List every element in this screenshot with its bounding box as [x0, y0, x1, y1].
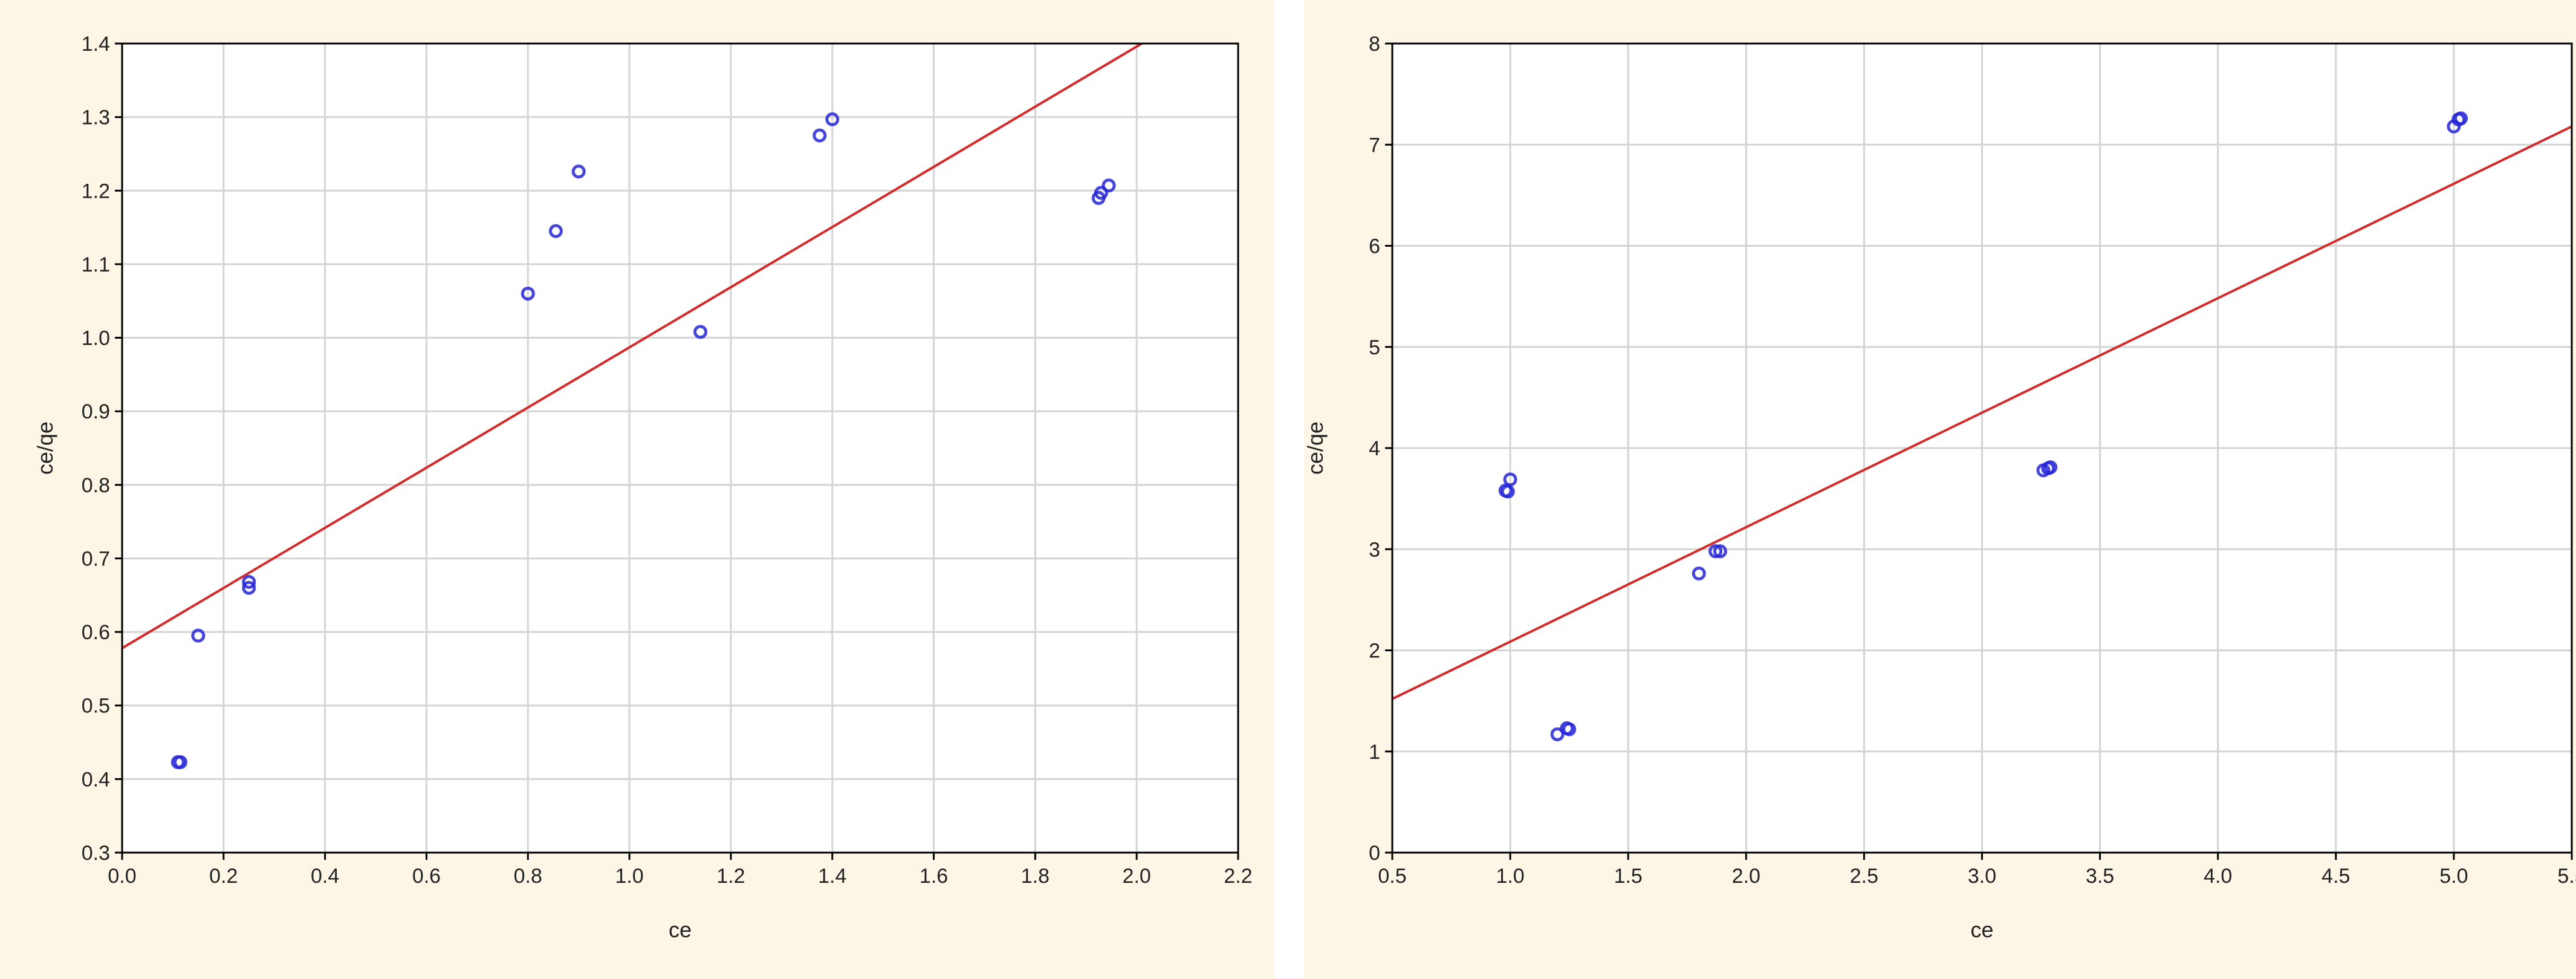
y-tick-label: 4: [1369, 437, 1380, 460]
y-axis-title: ce/qe: [1304, 421, 1328, 475]
plot-frame: [121, 42, 1239, 854]
x-tick-label: 5.0: [2439, 865, 2468, 888]
x-tick-label: 2.2: [1224, 865, 1252, 888]
chart-panel-right: 0.5 1.0 1.5 2.0 2.5 3.0 3.5 4.0 4.5 5.0 5.5 0 1 2 3 4 5 6…: [1304, 0, 2576, 979]
data-point: [1101, 178, 1116, 193]
data-point: [1562, 722, 1577, 737]
axis-ticks: 0.5 1.0 1.5 2.0 2.5 3.0 3.5 4.0 4.5 5.0 5.5 0 1 2 3 4 5 6…: [1369, 33, 2576, 888]
plot-area: [122, 44, 1238, 853]
x-tick-label: 1.4: [818, 865, 846, 888]
data-points: [170, 112, 1116, 769]
y-tick-label: 0.6: [82, 621, 110, 644]
fit-line: [1392, 125, 2572, 700]
y-tick-label: 0.5: [82, 695, 110, 718]
data-point: [1501, 484, 1515, 499]
x-axis-title: ce: [1970, 917, 1993, 942]
x-tick-label: 1.2: [716, 865, 745, 888]
x-tick-label: 0.0: [108, 865, 136, 888]
data-point: [1503, 472, 1517, 487]
data-point: [1692, 566, 1706, 581]
x-tick-label: 2.0: [1732, 865, 1760, 888]
y-tick-label: 0.8: [82, 474, 110, 497]
scatter-chart-right: 0.5 1.0 1.5 2.0 2.5 3.0 3.5 4.0 4.5 5.0 5.5 0 1 2 3 4 5 6…: [1304, 33, 2576, 942]
x-tick-label: 1.5: [1614, 865, 1643, 888]
data-point: [1708, 544, 1723, 559]
data-point: [571, 164, 586, 179]
x-tick-label: 0.6: [412, 865, 441, 888]
y-tick-label: 1.1: [82, 253, 110, 276]
y-tick-label: 1.3: [82, 106, 110, 129]
axis-ticks: 0.0 0.2 0.4 0.6 0.8 1.0 1.2 1.4 1.6 1.8 2.0 2.2 0.3 0…: [82, 33, 1253, 888]
data-point: [191, 628, 206, 643]
y-axis-title: ce/qe: [33, 421, 57, 475]
data-point: [693, 325, 708, 339]
data-point: [521, 287, 535, 301]
x-tick-label: 1.0: [615, 865, 643, 888]
data-points: [1498, 111, 2468, 741]
y-tick-label: 0.7: [82, 547, 110, 570]
data-point: [825, 112, 840, 126]
x-tick-label: 3.5: [2086, 865, 2114, 888]
data-point: [1713, 544, 1727, 559]
data-point: [1550, 727, 1565, 741]
y-tick-label: 1.0: [82, 327, 110, 350]
scatter-chart-left: 0.0 0.2 0.4 0.6 0.8 1.0 1.2 1.4 1.6 1.8 2.0 2.2 0.3 0…: [33, 33, 1253, 942]
data-point: [242, 581, 256, 595]
y-tick-label: 0.9: [82, 400, 110, 423]
y-tick-label: 1: [1369, 741, 1380, 764]
x-tick-label: 5.5: [2557, 865, 2576, 888]
data-point: [2454, 111, 2468, 126]
x-tick-label: 4.0: [2204, 865, 2232, 888]
x-tick-label: 1.0: [1496, 865, 1524, 888]
chart-panel-left: 0.0 0.2 0.4 0.6 0.8 1.0 1.2 1.4 1.6 1.8 2.0 2.2 0.3 0…: [0, 0, 1274, 979]
data-point: [813, 128, 827, 143]
y-tick-label: 0.4: [82, 768, 110, 791]
y-tick-label: 5: [1369, 336, 1380, 359]
y-tick-label: 8: [1369, 33, 1380, 56]
y-tick-label: 0.3: [82, 842, 110, 865]
y-tick-label: 7: [1369, 134, 1380, 157]
data-point: [242, 574, 256, 589]
x-tick-label: 0.2: [209, 865, 238, 888]
y-tick-label: 1.2: [82, 180, 110, 203]
y-tick-label: 0: [1369, 842, 1380, 865]
data-point: [2043, 460, 2058, 475]
data-point: [173, 755, 187, 769]
x-tick-label: 3.0: [1968, 865, 1996, 888]
data-point: [548, 224, 563, 238]
x-tick-label: 1.6: [920, 865, 948, 888]
y-tick-label: 2: [1369, 640, 1380, 663]
x-tick-label: 0.4: [311, 865, 339, 888]
x-tick-label: 2.5: [1850, 865, 1878, 888]
x-tick-label: 0.5: [1378, 865, 1406, 888]
data-point: [1094, 186, 1108, 200]
x-axis-title: ce: [669, 917, 692, 942]
x-tick-label: 4.5: [2321, 865, 2350, 888]
x-tick-label: 2.0: [1123, 865, 1151, 888]
x-tick-label: 0.8: [514, 865, 542, 888]
fit-line: [122, 44, 1143, 649]
y-tick-label: 1.4: [82, 33, 110, 56]
x-tick-label: 1.8: [1021, 865, 1050, 888]
y-tick-label: 3: [1369, 538, 1380, 561]
y-tick-label: 6: [1369, 235, 1380, 258]
